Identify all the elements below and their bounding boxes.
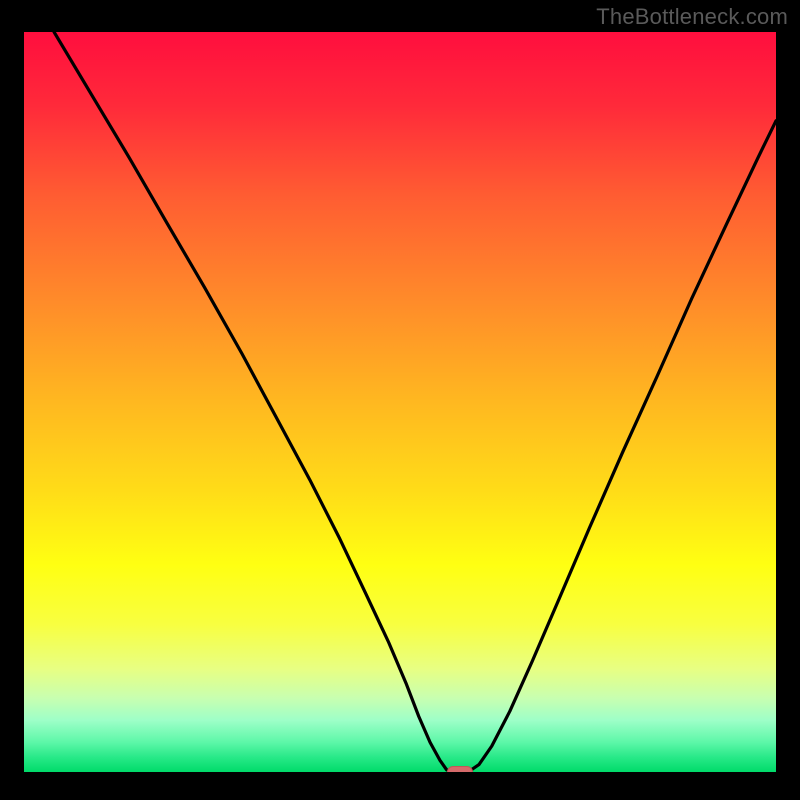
bottleneck-curve (24, 32, 776, 772)
optimum-marker (447, 766, 473, 772)
curve-path (54, 32, 776, 772)
chart-stage: TheBottleneck.com (0, 0, 800, 800)
watermark-text: TheBottleneck.com (596, 4, 788, 30)
plot-area (24, 32, 776, 772)
